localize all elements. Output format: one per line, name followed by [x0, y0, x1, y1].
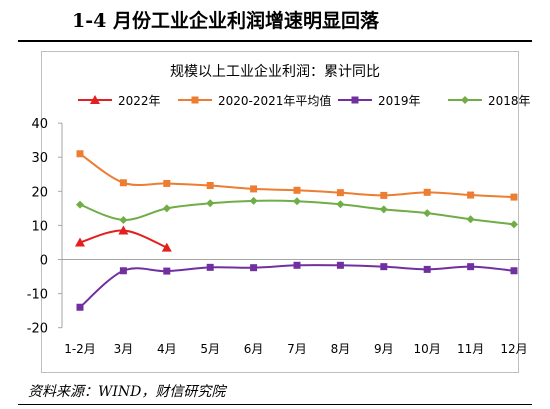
data-point — [293, 261, 301, 269]
legend-label: 2022年 — [118, 94, 161, 108]
data-point — [119, 215, 128, 224]
data-point — [510, 267, 518, 275]
x-tick-label: 10月 — [414, 342, 441, 356]
y-tick-label: 0 — [40, 254, 48, 269]
data-point — [423, 209, 432, 218]
legend-label: 2020-2021年平均值 — [218, 93, 331, 108]
data-point — [206, 199, 215, 208]
data-point — [162, 204, 171, 213]
plot-area — [75, 150, 518, 311]
data-point — [510, 193, 518, 201]
data-point — [249, 196, 258, 205]
y-tick-label: 30 — [31, 151, 48, 166]
series-line — [79, 264, 515, 309]
legend: 2022年 2020-2021年平均值 2019年 2018年 — [78, 93, 531, 108]
legend-label: 2018年 — [488, 94, 531, 108]
x-tick-label: 8月 — [331, 342, 351, 356]
series-group — [75, 225, 172, 252]
data-point — [336, 189, 344, 197]
data-point — [119, 179, 127, 187]
data-point — [76, 303, 84, 311]
data-point — [163, 267, 171, 275]
title-rule — [18, 40, 532, 42]
legend-swatch-marker — [351, 96, 359, 104]
data-point — [75, 237, 85, 247]
x-tick-label: 6月 — [244, 342, 264, 356]
data-point — [293, 186, 301, 194]
data-point — [423, 265, 431, 273]
data-point — [76, 200, 84, 209]
source-note: 资料来源：WIND，财信研究院 — [28, 384, 226, 400]
data-point — [206, 263, 214, 271]
chart-frame — [41, 51, 519, 373]
data-point — [467, 263, 475, 271]
y-tick-label: 20 — [31, 185, 48, 200]
legend-label: 2019年 — [378, 94, 421, 108]
data-point — [76, 150, 84, 158]
data-point — [119, 267, 127, 275]
x-tick-label: 5月 — [200, 342, 220, 356]
chart-title: 规模以上工业企业利润：累计同比 — [170, 63, 380, 80]
x-tick-label: 1-2月 — [64, 342, 96, 356]
data-point — [250, 185, 258, 193]
x-tick-label: 9月 — [374, 342, 394, 356]
y-tick-label: -20 — [27, 322, 48, 337]
data-point — [206, 182, 214, 190]
data-point — [293, 197, 301, 206]
legend-swatch-marker — [90, 95, 100, 104]
legend-swatch-marker — [461, 96, 469, 104]
data-point — [510, 220, 518, 229]
data-point — [380, 263, 388, 271]
footer-rule — [18, 404, 532, 405]
x-tick-label: 4月 — [157, 342, 177, 356]
x-tick-label: 11月 — [457, 342, 484, 356]
data-point — [467, 191, 475, 199]
data-point — [250, 264, 258, 272]
series-group — [76, 150, 518, 201]
series-group — [76, 196, 518, 229]
data-point — [161, 242, 172, 252]
x-tick-label: 3月 — [114, 342, 134, 356]
data-point — [118, 225, 129, 235]
series-group — [76, 261, 518, 311]
y-tick-label: -10 — [27, 288, 48, 303]
data-point — [423, 188, 431, 196]
data-point — [336, 261, 344, 269]
page-title: 1-4 月份工业企业利润增速明显回落 — [72, 10, 379, 32]
data-point — [379, 205, 388, 214]
data-point — [336, 200, 345, 209]
y-tick-label: 40 — [31, 117, 48, 132]
legend-swatch-marker — [191, 96, 199, 104]
y-tick-label: 10 — [31, 219, 48, 234]
x-tick-label: 7月 — [287, 342, 307, 356]
x-tick-label: 12月 — [500, 342, 527, 356]
data-point — [380, 191, 388, 199]
axes: -20 -10 0 10 20 30 40 1-2月 3月 4月 5月 6月 7月 8月 9月 10月 11月 1… — [27, 117, 528, 356]
data-point — [163, 179, 171, 187]
data-point — [466, 215, 475, 224]
